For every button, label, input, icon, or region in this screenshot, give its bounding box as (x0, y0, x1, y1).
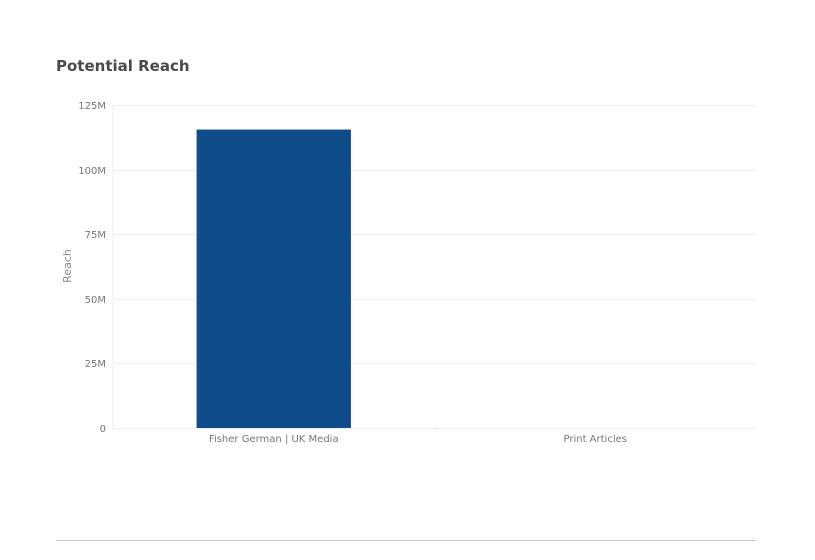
chart-title: Potential Reach (56, 57, 190, 75)
x-axis-ticks: Fisher German | UK Media Print Articles (209, 428, 627, 445)
y-axis-label: Reach (61, 249, 74, 283)
y-tick-label: 100M (78, 166, 106, 177)
y-axis-ticks: 0 25M 50M 75M 100M 125M (78, 101, 106, 435)
y-tick-label: 0 (100, 424, 106, 435)
y-tick-label: 75M (85, 230, 106, 241)
bottom-divider (56, 540, 756, 541)
bars (196, 129, 351, 428)
y-tick-label: 125M (78, 101, 106, 112)
y-tick-label: 50M (85, 295, 106, 306)
bar (196, 129, 351, 428)
x-tick-label: Print Articles (564, 434, 627, 445)
x-tick-label: Fisher German | UK Media (209, 434, 339, 445)
y-tick-label: 25M (85, 359, 106, 370)
